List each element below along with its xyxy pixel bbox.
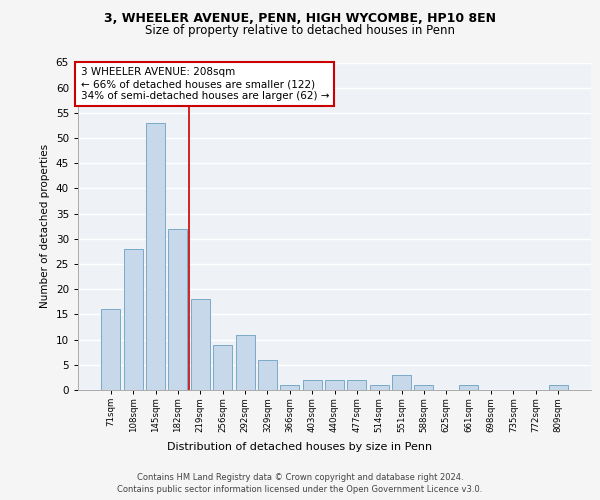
Bar — [370, 385, 389, 390]
Bar — [459, 385, 478, 390]
Text: 3 WHEELER AVENUE: 208sqm
← 66% of detached houses are smaller (122)
34% of semi-: 3 WHEELER AVENUE: 208sqm ← 66% of detach… — [80, 68, 329, 100]
Bar — [213, 344, 232, 390]
Bar — [548, 385, 568, 390]
Bar — [124, 249, 143, 390]
Text: 3, WHEELER AVENUE, PENN, HIGH WYCOMBE, HP10 8EN: 3, WHEELER AVENUE, PENN, HIGH WYCOMBE, H… — [104, 12, 496, 26]
Bar — [280, 385, 299, 390]
Bar — [101, 310, 121, 390]
Text: Distribution of detached houses by size in Penn: Distribution of detached houses by size … — [167, 442, 433, 452]
Text: Contains public sector information licensed under the Open Government Licence v3: Contains public sector information licen… — [118, 485, 482, 494]
Bar — [347, 380, 367, 390]
Bar — [258, 360, 277, 390]
Bar — [392, 375, 411, 390]
Bar — [302, 380, 322, 390]
Bar — [325, 380, 344, 390]
Text: Contains HM Land Registry data © Crown copyright and database right 2024.: Contains HM Land Registry data © Crown c… — [137, 472, 463, 482]
Bar — [415, 385, 433, 390]
Bar — [236, 334, 254, 390]
Bar — [169, 229, 187, 390]
Text: Size of property relative to detached houses in Penn: Size of property relative to detached ho… — [145, 24, 455, 37]
Bar — [191, 300, 210, 390]
Bar — [146, 123, 165, 390]
Y-axis label: Number of detached properties: Number of detached properties — [40, 144, 50, 308]
